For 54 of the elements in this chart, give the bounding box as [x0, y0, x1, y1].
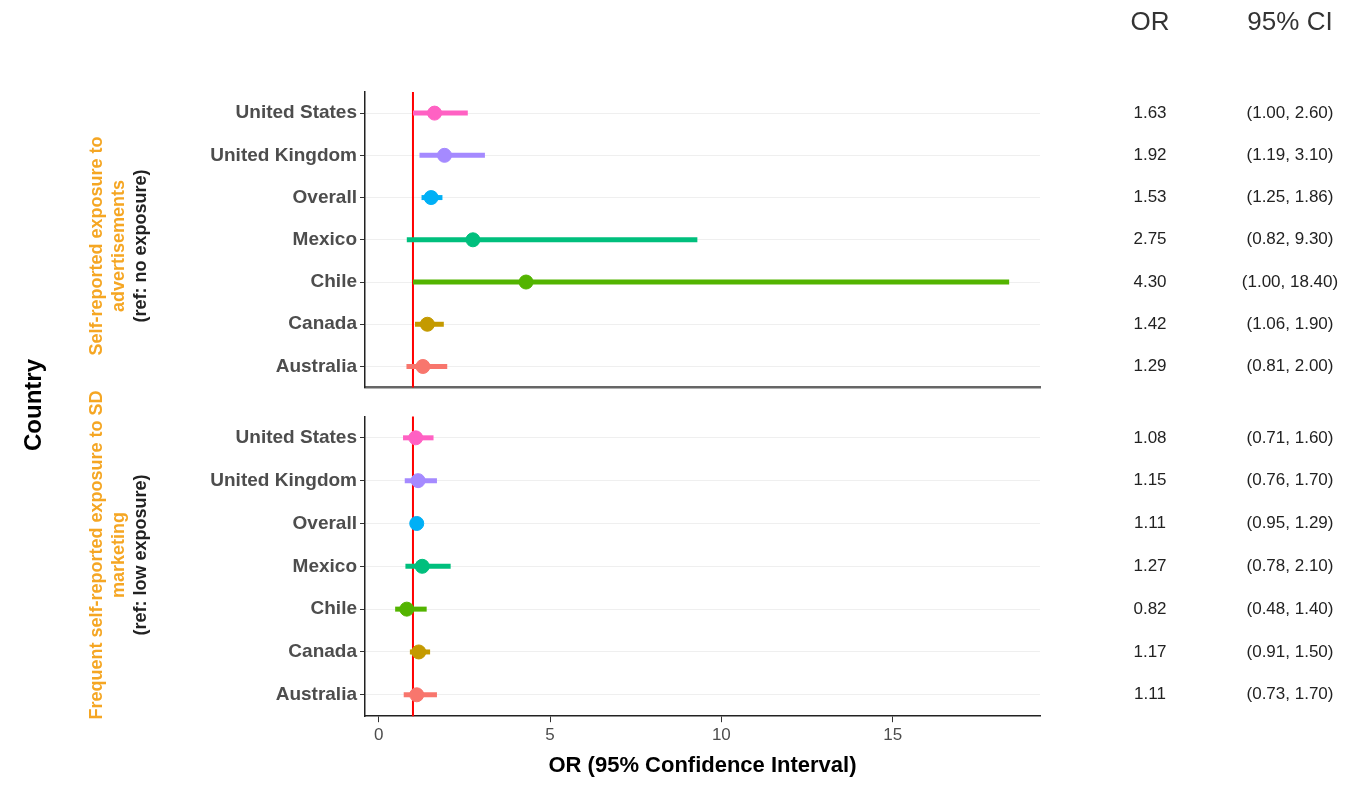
- data-label: 1.17: [1133, 641, 1167, 661]
- text: (1.25, 1.86): [1246, 187, 1334, 207]
- text: (0.81, 2.00): [1246, 356, 1334, 376]
- data-label: 1.29: [1133, 356, 1167, 376]
- text: Country: [18, 358, 47, 453]
- text: (1.00, 2.60): [1246, 102, 1334, 122]
- y-tick-label: Canada: [288, 640, 358, 662]
- y-tick-label: Australia: [275, 683, 358, 705]
- y-tick-label: Mexico: [292, 554, 357, 576]
- text: (0.78, 2.10): [1246, 555, 1334, 575]
- x-tick-label: 15: [883, 725, 903, 745]
- x-tick-label: 5: [545, 725, 555, 745]
- text: (ref: low exposure): [129, 474, 151, 636]
- data-label: 1.15: [1133, 470, 1167, 490]
- y-tick-label: Overall: [292, 185, 357, 207]
- text: (0.91, 1.50): [1246, 641, 1334, 661]
- text: (1.00, 18.40): [1241, 271, 1339, 291]
- y-tick-label: United Kingdom: [210, 468, 357, 490]
- x-tick-label: 10: [711, 725, 731, 745]
- text: 95% CI: [1247, 6, 1333, 37]
- text: OR: [1130, 6, 1170, 37]
- data-label: 0.82: [1133, 598, 1167, 618]
- data-label: 1.42: [1133, 313, 1167, 333]
- data-label: 4.30: [1133, 271, 1167, 291]
- data-label: 1.08: [1133, 427, 1167, 447]
- y-axis-title: Frequent self-reported exposure to SD marketing: [85, 390, 129, 720]
- text: (1.19, 3.10): [1246, 145, 1334, 165]
- y-tick-label: Australia: [275, 354, 358, 376]
- y-tick-label: United Kingdom: [210, 143, 357, 165]
- y-tick-label: Mexico: [292, 228, 357, 250]
- data-label: 1.63: [1133, 102, 1167, 122]
- text: (0.71, 1.60): [1246, 427, 1334, 447]
- text: (0.48, 1.40): [1246, 598, 1334, 618]
- data-label: 1.11: [1134, 684, 1166, 704]
- x-axis-title: OR (95% Confidence Interval): [548, 751, 857, 777]
- text: (0.95, 1.29): [1246, 513, 1334, 533]
- data-label: 1.11: [1134, 513, 1166, 533]
- text: (0.73, 1.70): [1246, 684, 1334, 704]
- y-tick-label: United States: [235, 101, 357, 123]
- data-label: 1.53: [1133, 187, 1167, 207]
- x-tick-label: 0: [373, 725, 384, 745]
- text: (ref: no exposure): [129, 169, 151, 323]
- y-axis-title: Self-reported exposure to advertisements: [86, 136, 128, 356]
- data-label: 1.92: [1133, 145, 1167, 165]
- data-label: 1.27: [1133, 555, 1167, 575]
- y-tick-label: United States: [235, 426, 357, 448]
- text: (0.82, 9.30): [1246, 229, 1334, 249]
- y-tick-label: Chile: [310, 270, 357, 292]
- y-tick-label: Canada: [288, 312, 358, 334]
- text: (0.76, 1.70): [1246, 470, 1334, 490]
- data-label: 2.75: [1133, 229, 1167, 249]
- text: (1.06, 1.90): [1246, 313, 1334, 333]
- y-tick-label: Chile: [310, 597, 357, 619]
- y-tick-label: Overall: [292, 511, 357, 533]
